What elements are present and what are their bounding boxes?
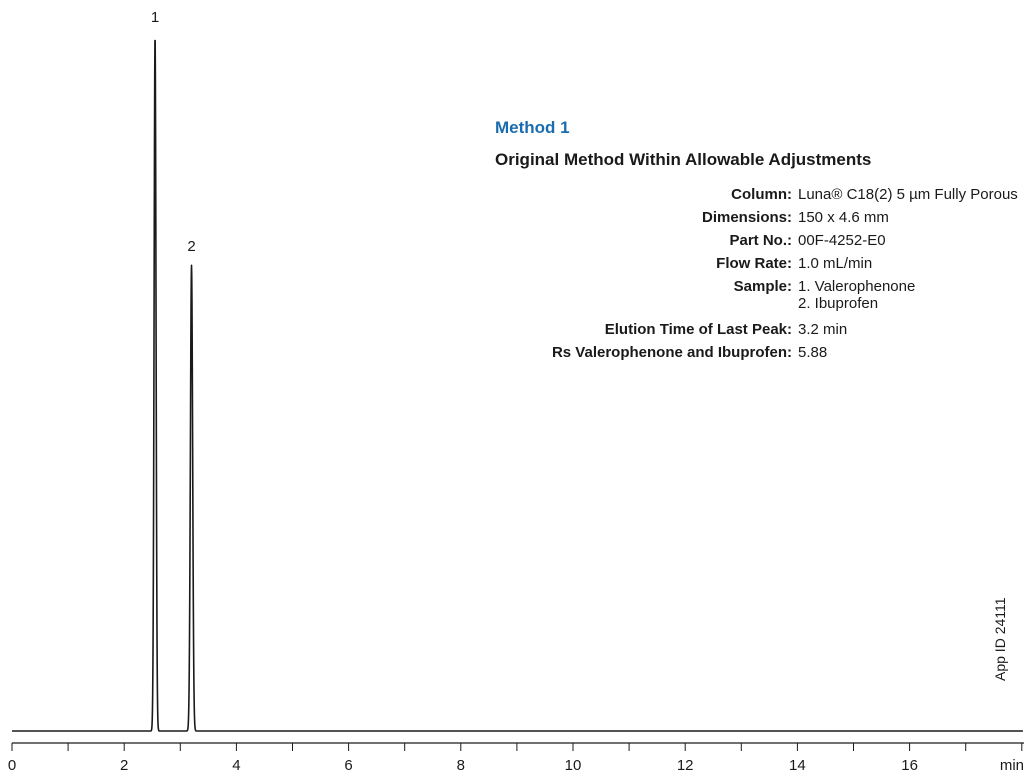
method-title: Method 1 xyxy=(495,118,570,137)
x-tick-label: 16 xyxy=(901,757,918,774)
dimensions-value: 150 x 4.6 mm xyxy=(798,209,889,226)
x-axis-unit-label: min xyxy=(1000,757,1024,774)
chromatogram-trace xyxy=(11,39,1024,732)
sample-value: 1. Valerophenone 2. Ibuprofen xyxy=(798,278,915,312)
elution-time-row: Elution Time of Last Peak: 3.2 min xyxy=(440,321,1024,344)
elution-time-label: Elution Time of Last Peak: xyxy=(604,321,792,338)
x-tick-label: 4 xyxy=(232,757,240,774)
dimensions-row: Dimensions: 150 x 4.6 mm xyxy=(440,209,1024,232)
sample-item-2: 2. Ibuprofen xyxy=(798,295,879,312)
elution-time-value: 3.2 min xyxy=(798,321,848,338)
part-number-value: 00F-4252-E0 xyxy=(798,232,886,249)
sample-row: Sample: 1. Valerophenone 2. Ibuprofen xyxy=(440,278,1024,321)
column-value: Luna® C18(2) 5 µm Fully Porous xyxy=(798,186,1018,203)
conditions-table: Column: Luna® C18(2) 5 µm Fully Porous D… xyxy=(440,186,1024,367)
x-tick-label: 2 xyxy=(120,757,128,774)
x-tick-label: 10 xyxy=(565,757,582,774)
column-label: Column: xyxy=(731,186,792,203)
x-tick-label: 14 xyxy=(789,757,806,774)
app-id: App ID 24111 xyxy=(992,597,1008,681)
part-number-label: Part No.: xyxy=(729,232,792,249)
x-tick-label: 0 xyxy=(8,757,16,774)
sample-label: Sample: xyxy=(733,278,792,295)
dimensions-label: Dimensions: xyxy=(701,209,792,226)
sample-item-1: 1. Valerophenone xyxy=(798,278,916,295)
resolution-row: Rs Valerophenone and Ibuprofen: 5.88 xyxy=(440,344,1024,367)
part-number-row: Part No.: 00F-4252-E0 xyxy=(440,232,1024,255)
resolution-value: 5.88 xyxy=(798,344,828,361)
peak-label-2: 2 xyxy=(187,238,196,256)
peak-label-1: 1 xyxy=(150,9,160,26)
column-row: Column: Luna® C18(2) 5 µm Fully Porous xyxy=(440,186,1024,209)
flow-rate-value: 1.0 mL/min xyxy=(798,255,873,272)
x-tick-label: 8 xyxy=(457,757,465,774)
flow-rate-label: Flow Rate: xyxy=(716,255,792,272)
x-axis: 0 2 4 6 8 10 12 14 16 min xyxy=(8,742,1024,774)
resolution-label: Rs Valerophenone and Ibuprofen: xyxy=(551,344,792,361)
trace-layer xyxy=(11,39,1024,732)
x-tick-label: 12 xyxy=(677,757,694,774)
method-subtitle: Original Method Within Allowable Adjustm… xyxy=(495,150,872,169)
flow-rate-row: Flow Rate: 1.0 mL/min xyxy=(440,255,1024,278)
x-tick-label: 6 xyxy=(344,757,352,774)
